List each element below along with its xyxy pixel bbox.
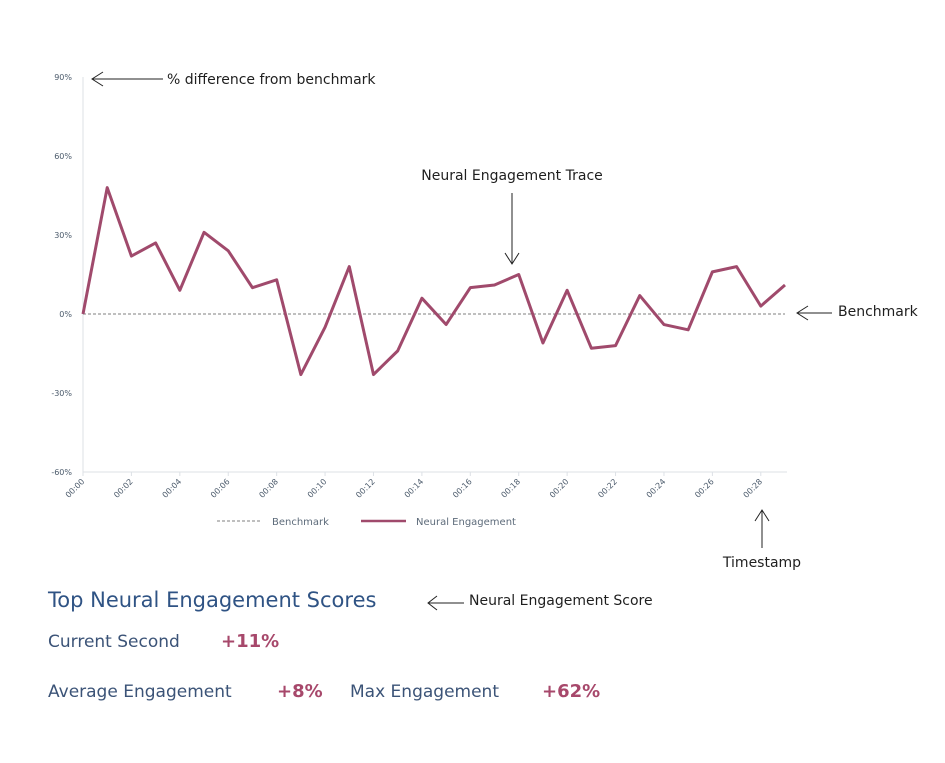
engagement-chart: 90% 60% 30% 0% -30% -60% 00:00 00:02 00:04 00:06… — [51, 71, 919, 571]
x-tick-label: 00:24 — [645, 477, 668, 500]
arrowhead-icon — [796, 305, 809, 321]
y-tick-label: 0% — [59, 310, 72, 319]
x-tick-label: 00:26 — [693, 477, 716, 500]
arrowhead-icon — [754, 509, 770, 522]
arrowhead-icon — [504, 252, 520, 265]
arrow-left-icon — [427, 595, 464, 611]
current-second-value: +11% — [221, 631, 280, 652]
y-tick-label: 30% — [54, 231, 72, 240]
annotation-benchmark: Benchmark — [796, 304, 919, 321]
x-tick-label: 00:08 — [257, 477, 280, 500]
annotation-benchmark-text: Benchmark — [838, 304, 919, 320]
y-tick-label: -60% — [51, 468, 72, 477]
x-tick-label: 00:10 — [306, 477, 329, 500]
x-tick-label: 00:20 — [548, 477, 571, 500]
y-tick-label: -30% — [51, 389, 72, 398]
annotation-timestamp: Timestamp — [722, 509, 801, 571]
scores-title: Top Neural Engagement Scores — [48, 588, 377, 612]
x-tick-label: 00:16 — [451, 477, 474, 500]
legend-engagement-label: Neural Engagement — [416, 517, 516, 528]
series-layer — [81, 186, 786, 377]
annotation-trace-text: Neural Engagement Trace — [421, 168, 603, 184]
annotations: % difference from benchmark Neural Engag… — [91, 71, 919, 571]
y-tick-label: 90% — [54, 73, 72, 82]
x-tick-label: 00:28 — [742, 477, 765, 500]
x-tick-label: 00:14 — [403, 477, 426, 500]
annotation-y-axis: % difference from benchmark — [91, 71, 376, 88]
legend-benchmark-label: Benchmark — [272, 517, 329, 528]
annotation-timestamp-text: Timestamp — [722, 555, 801, 571]
y-axis: 90% 60% 30% 0% -30% -60% — [51, 73, 84, 477]
x-tick-label: 00:04 — [161, 477, 184, 500]
average-engagement-label: Average Engagement — [48, 682, 232, 702]
x-tick-label: 00:12 — [354, 477, 377, 500]
x-axis: 00:00 00:02 00:04 00:06 00:08 00:10 00:12 00:14… — [64, 471, 787, 500]
max-engagement-label: Max Engagement — [350, 682, 499, 702]
arrowhead-icon — [91, 71, 104, 87]
engagement-line — [81, 186, 786, 377]
annotation-y-axis-text: % difference from benchmark — [167, 72, 376, 88]
legend: Benchmark Neural Engagement — [217, 517, 516, 528]
x-tick-label: 00:22 — [596, 477, 619, 500]
max-engagement-value: +62% — [542, 681, 601, 702]
annotation-trace: Neural Engagement Trace — [421, 168, 603, 265]
x-tick-label: 00:00 — [64, 477, 87, 500]
current-second-label: Current Second — [48, 632, 180, 652]
x-tick-label: 00:06 — [209, 477, 232, 500]
average-engagement-value: +8% — [277, 681, 323, 702]
x-tick-label: 00:02 — [112, 477, 135, 500]
y-tick-label: 60% — [54, 152, 72, 161]
x-tick-label: 00:18 — [499, 477, 522, 500]
scores-title-annotation: Neural Engagement Score — [469, 593, 653, 609]
